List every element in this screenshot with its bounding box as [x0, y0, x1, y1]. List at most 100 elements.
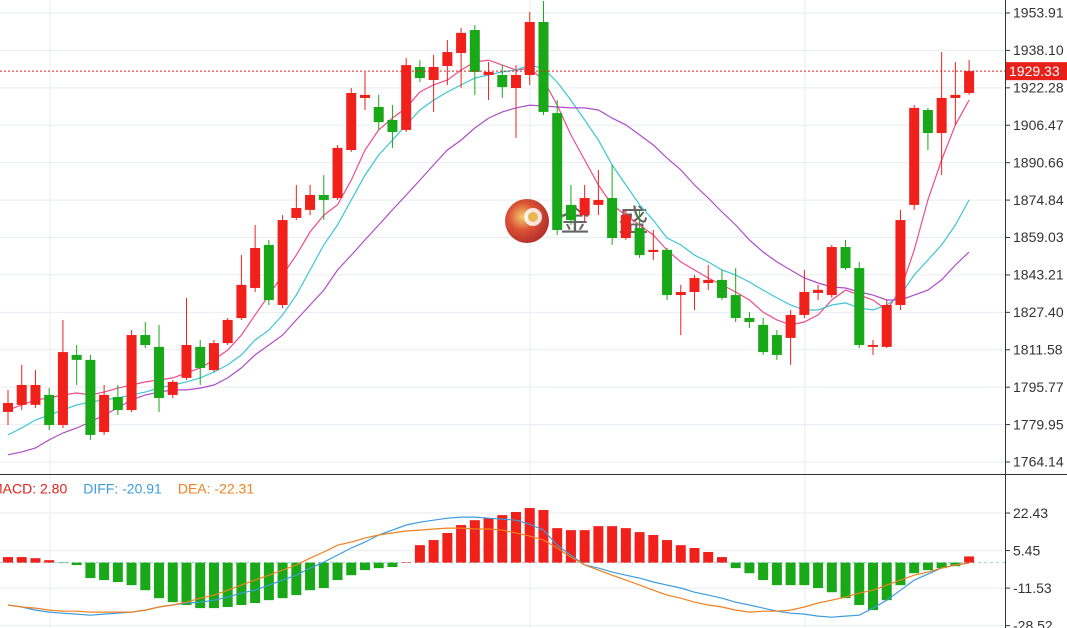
- candle-body: [881, 305, 892, 347]
- candle-body: [291, 207, 302, 218]
- macd-bar: [305, 562, 316, 591]
- macd-bar: [428, 540, 439, 563]
- candle-body: [112, 397, 123, 411]
- macd-bar: [167, 562, 178, 603]
- macd-bar: [236, 562, 247, 606]
- macd-bar: [85, 562, 96, 579]
- candle-body: [497, 75, 508, 88]
- candle-body: [936, 97, 947, 133]
- macd-bar: [799, 562, 810, 586]
- macd-bar: [648, 534, 659, 563]
- candle-body: [359, 94, 370, 98]
- macd-bar: [854, 562, 865, 606]
- candle-body: [318, 194, 329, 200]
- macd-bar: [112, 562, 123, 583]
- y-tick-label: 1890.66: [1013, 154, 1064, 170]
- macd-bar: [758, 562, 769, 581]
- y-tick-label: 1874.84: [1013, 192, 1064, 208]
- y-tick-label: 1779.95: [1013, 416, 1064, 432]
- y-tick-label: 1764.14: [1013, 454, 1064, 470]
- macd-bar: [469, 520, 480, 563]
- candle-body: [552, 113, 563, 230]
- candle-body: [854, 268, 865, 345]
- candle-body: [250, 247, 261, 288]
- macd-bar: [332, 562, 343, 581]
- macd-bar: [154, 562, 165, 599]
- candle-body: [222, 319, 233, 344]
- macd-bar: [222, 562, 233, 608]
- macd-bar: [30, 558, 41, 563]
- macd-bar: [662, 540, 673, 563]
- candle-body: [634, 228, 645, 256]
- candle-body: [373, 106, 384, 123]
- macd-bar: [579, 530, 590, 563]
- macd-bar: [936, 562, 947, 569]
- y-tick-label: 1827.40: [1013, 304, 1064, 320]
- macd-bar: [387, 562, 398, 568]
- candle-body: [401, 65, 412, 130]
- overlay: 1953.91 1938.10 1922.28 1906.47 1890.66 1874.…: [0, 5, 1067, 628]
- candle-body: [565, 204, 576, 221]
- macd-bar: [524, 508, 535, 563]
- candle-body: [469, 30, 480, 72]
- y-tick-label: 1953.91: [1013, 5, 1064, 21]
- macd-bar: [538, 510, 549, 563]
- macd-bar: [909, 562, 920, 574]
- y-tick-label: 1906.47: [1013, 117, 1064, 133]
- macd-bar: [744, 562, 755, 574]
- macd-bar: [867, 562, 878, 611]
- candle-body: [99, 394, 110, 433]
- macd-bar: [565, 530, 576, 563]
- candle-body: [85, 359, 96, 435]
- macd-bar: [675, 545, 686, 563]
- candle-body: [771, 335, 782, 355]
- candle-body: [799, 291, 810, 315]
- candle-body: [236, 284, 247, 319]
- macd-bar: [881, 562, 892, 601]
- candle-body: [126, 335, 137, 411]
- macd-bar: [689, 548, 700, 563]
- last-price-label: 1929.33: [1009, 63, 1060, 79]
- candle-body: [620, 215, 631, 239]
- candle-body: [57, 352, 68, 425]
- candle-body: [758, 324, 769, 353]
- candle-body: [442, 52, 453, 67]
- candle-body: [895, 220, 906, 306]
- macd-bar: [57, 562, 68, 564]
- macd-bar: [250, 562, 261, 604]
- indicator-readout: DEA: -22.31: [178, 481, 254, 497]
- candle-body: [154, 346, 165, 398]
- candle-body: [826, 247, 837, 296]
- macd-bar: [181, 562, 192, 606]
- macd-bar: [483, 518, 494, 563]
- macd-bar: [607, 526, 618, 563]
- y-tick-label: 1938.10: [1013, 42, 1064, 58]
- candle-body: [208, 343, 219, 371]
- macd-bar: [140, 562, 151, 591]
- macd-bar: [359, 562, 370, 571]
- macd-bar: [511, 512, 522, 563]
- macd-bar: [840, 562, 851, 599]
- candle-body: [305, 194, 316, 210]
- indicator-readout: DIFF: -20.91: [83, 481, 162, 497]
- macd-bar: [318, 562, 329, 589]
- candle-body: [703, 279, 714, 283]
- candle-body: [387, 119, 398, 133]
- y-tick-label: -11.53: [1013, 580, 1052, 596]
- macd-bar: [634, 532, 645, 563]
- candle-body: [867, 344, 878, 347]
- macd-bar: [263, 562, 274, 601]
- indicator-line: [7, 59, 970, 411]
- macd-bar: [785, 562, 796, 586]
- indicator-line: [7, 527, 970, 613]
- plot: [0, 0, 1005, 618]
- macd-bar: [44, 560, 55, 563]
- y-tick-label: 1922.28: [1013, 80, 1064, 96]
- candle-body: [483, 71, 494, 76]
- candle-body: [744, 318, 755, 323]
- macd-bar: [401, 562, 412, 563]
- candle-body: [263, 244, 274, 301]
- macd-bar: [620, 528, 631, 563]
- candle-body: [950, 94, 961, 98]
